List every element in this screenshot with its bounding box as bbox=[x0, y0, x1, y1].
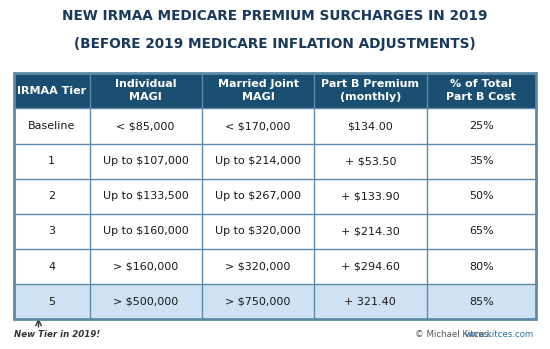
Text: > $750,000: > $750,000 bbox=[226, 297, 291, 307]
Text: $134.00: $134.00 bbox=[348, 121, 393, 131]
Text: NEW IRMAA MEDICARE PREMIUM SURCHARGES IN 2019: NEW IRMAA MEDICARE PREMIUM SURCHARGES IN… bbox=[62, 9, 488, 23]
Text: > $500,000: > $500,000 bbox=[113, 297, 178, 307]
Text: Up to $267,000: Up to $267,000 bbox=[215, 191, 301, 201]
Text: 4: 4 bbox=[48, 262, 55, 272]
Text: IRMAA Tier: IRMAA Tier bbox=[17, 86, 86, 96]
Text: Up to $133,500: Up to $133,500 bbox=[103, 191, 189, 201]
Text: Baseline: Baseline bbox=[28, 121, 75, 131]
Text: + $294.60: + $294.60 bbox=[341, 262, 400, 272]
Text: Part B Premium
(monthly): Part B Premium (monthly) bbox=[321, 80, 419, 102]
Text: Up to $320,000: Up to $320,000 bbox=[215, 227, 301, 237]
Text: 5: 5 bbox=[48, 297, 55, 307]
Text: Up to $107,000: Up to $107,000 bbox=[103, 156, 189, 166]
Text: > $160,000: > $160,000 bbox=[113, 262, 178, 272]
Text: Individual
MAGI: Individual MAGI bbox=[115, 80, 177, 102]
Text: < $85,000: < $85,000 bbox=[117, 121, 175, 131]
Text: < $170,000: < $170,000 bbox=[226, 121, 291, 131]
Text: 25%: 25% bbox=[469, 121, 494, 131]
Text: (BEFORE 2019 MEDICARE INFLATION ADJUSTMENTS): (BEFORE 2019 MEDICARE INFLATION ADJUSTME… bbox=[74, 37, 476, 51]
Text: > $320,000: > $320,000 bbox=[226, 262, 291, 272]
Text: Up to $160,000: Up to $160,000 bbox=[103, 227, 189, 237]
Text: 2: 2 bbox=[48, 191, 55, 201]
Text: Up to $214,000: Up to $214,000 bbox=[215, 156, 301, 166]
Text: 65%: 65% bbox=[469, 227, 494, 237]
Text: % of Total
Part B Cost: % of Total Part B Cost bbox=[447, 80, 516, 102]
Text: Married Joint
MAGI: Married Joint MAGI bbox=[217, 80, 299, 102]
Text: 35%: 35% bbox=[469, 156, 494, 166]
Text: 80%: 80% bbox=[469, 262, 494, 272]
Text: www.kitces.com: www.kitces.com bbox=[464, 330, 534, 339]
Text: + $53.50: + $53.50 bbox=[345, 156, 396, 166]
Text: 1: 1 bbox=[48, 156, 55, 166]
Text: New Tier in 2019!: New Tier in 2019! bbox=[14, 330, 100, 339]
Text: 85%: 85% bbox=[469, 297, 494, 307]
Text: © Michael Kitces.: © Michael Kitces. bbox=[415, 330, 493, 339]
Text: + $214.30: + $214.30 bbox=[341, 227, 400, 237]
Text: 50%: 50% bbox=[469, 191, 494, 201]
Text: 3: 3 bbox=[48, 227, 55, 237]
Text: + 321.40: + 321.40 bbox=[344, 297, 396, 307]
Text: + $133.90: + $133.90 bbox=[341, 191, 400, 201]
